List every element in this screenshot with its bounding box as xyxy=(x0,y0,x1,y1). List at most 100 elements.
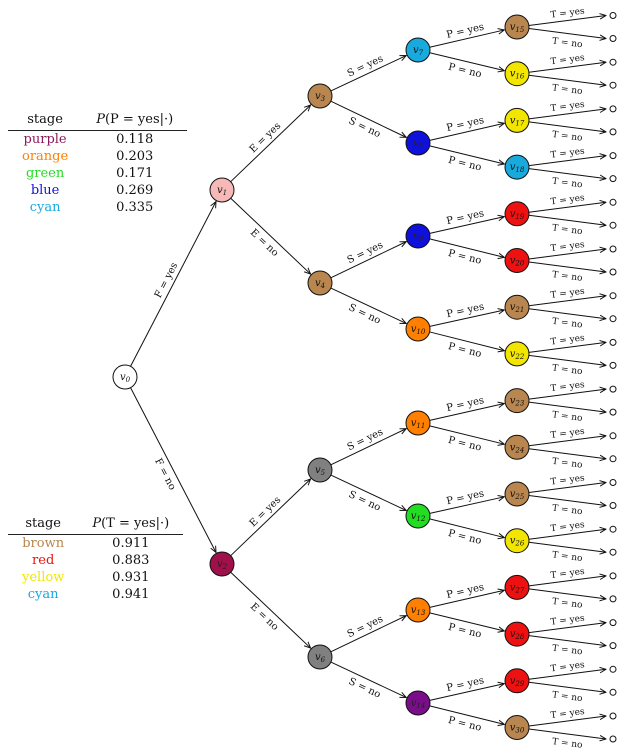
leaf-node xyxy=(609,479,617,486)
leaf-node xyxy=(609,338,617,346)
stage-name: cyan xyxy=(29,200,61,215)
edge-label: P = yes xyxy=(446,582,486,601)
edge-label: P = yes xyxy=(445,22,485,41)
leaf-node xyxy=(609,712,617,720)
edge-v9-v20 xyxy=(429,238,505,257)
node-label: v28 xyxy=(510,629,525,641)
node-label: v23 xyxy=(510,396,525,408)
edge-label: T = yes xyxy=(550,380,586,394)
edge-label: T = yes xyxy=(550,660,586,674)
node-v2: v2 xyxy=(209,551,235,577)
leaf-edge-v20-yes xyxy=(528,249,606,260)
node-circle xyxy=(504,621,530,647)
node-label: v5 xyxy=(315,465,326,477)
stage-name: cyan xyxy=(27,587,59,602)
node-circle xyxy=(405,690,431,716)
node-circle xyxy=(209,551,235,577)
edge-v7-v15 xyxy=(429,30,505,48)
node-label: v30 xyxy=(510,723,525,735)
edge-v1-v3 xyxy=(230,105,311,183)
leaf-edge-v18-no xyxy=(528,168,606,179)
node-label: v1 xyxy=(217,185,227,197)
edge-label: P = yes xyxy=(446,675,486,694)
node-v1: v1 xyxy=(209,177,235,203)
node-label: v11 xyxy=(411,418,426,430)
edge-v0-v1 xyxy=(130,202,216,367)
legend_t-row: brown 0.911 xyxy=(8,535,183,553)
edge-label: P = yes xyxy=(446,115,486,134)
node-circle xyxy=(405,597,431,623)
edge-v2-v6 xyxy=(230,571,311,648)
node-circle xyxy=(504,248,530,273)
node-v26: v26 xyxy=(504,528,530,554)
leaf-edge-v25-yes xyxy=(528,483,606,493)
node-v4: v4 xyxy=(307,270,333,296)
edge-label: T = yes xyxy=(550,333,586,347)
legend_t-row: yellow 0.931 xyxy=(8,569,183,586)
node-circle xyxy=(307,644,333,670)
stage-probability: 0.203 xyxy=(116,149,154,164)
edge-label: T = yes xyxy=(550,707,586,721)
edge-v10-v22 xyxy=(429,331,505,351)
node-label: v13 xyxy=(411,605,426,617)
leaf-edge-v16-yes xyxy=(528,62,606,73)
node-label: v22 xyxy=(510,349,525,361)
leaf-node xyxy=(609,619,617,627)
node-v19: v19 xyxy=(504,201,530,227)
edge-label: T = no xyxy=(551,223,582,237)
leaf-node xyxy=(609,315,617,323)
node-circle xyxy=(504,574,530,600)
edge-label: F = yes xyxy=(153,261,180,300)
legend-t-table: stage P(T = yes|·) brown 0.911 red 0.883 yel… xyxy=(8,514,184,603)
node-v22: v22 xyxy=(504,341,530,367)
node-circle xyxy=(209,177,235,203)
leaf-edge-v19-no xyxy=(528,214,606,225)
leaf-edge-v17-no xyxy=(528,121,606,132)
edge-v14-v30 xyxy=(429,705,505,724)
edge-label: T = yes xyxy=(550,613,586,627)
node-v27: v27 xyxy=(504,574,530,600)
node-label: v21 xyxy=(510,302,525,314)
edge-label: T = no xyxy=(551,177,582,191)
node-v9: v9 xyxy=(405,223,431,249)
edge-label: T = no xyxy=(551,270,582,284)
node-circle xyxy=(504,14,530,40)
node-v8: v8 xyxy=(405,130,431,156)
edge-label: T = no xyxy=(551,504,582,518)
edge-v12-v26 xyxy=(429,518,505,538)
edge-label: S = no xyxy=(347,676,383,700)
leaf-edge-v20-no xyxy=(528,261,606,272)
stage-probability: 0.171 xyxy=(116,166,154,181)
edge-label: E = no xyxy=(248,601,281,633)
stage-name: brown xyxy=(22,536,65,551)
edge-label: T = yes xyxy=(550,193,586,207)
node-label: v25 xyxy=(510,489,525,501)
leaf-node xyxy=(609,502,617,509)
node-v5: v5 xyxy=(307,457,333,483)
edge-v3-v8 xyxy=(330,100,406,137)
leaf-edge-v16-no xyxy=(528,74,606,85)
edge-label: S = no xyxy=(347,302,383,326)
legend_t-row: red 0.883 xyxy=(8,552,183,569)
node-circle xyxy=(405,130,431,156)
edge-v4-v10 xyxy=(330,287,406,323)
edge-v7-v16 xyxy=(429,52,505,71)
edge-label: T = no xyxy=(551,363,582,377)
edge-label: T = yes xyxy=(550,53,586,67)
node-circle xyxy=(504,528,530,554)
node-label: v6 xyxy=(315,652,326,664)
stage-probability: 0.118 xyxy=(116,132,154,147)
edge-label: P = yes xyxy=(446,395,486,414)
edge-label: T = no xyxy=(551,690,582,704)
node-circle xyxy=(504,294,530,320)
node-label: v17 xyxy=(510,115,525,127)
leaf-edge-v28-no xyxy=(528,635,606,646)
leaf-node xyxy=(609,198,617,206)
edge-label: P = yes xyxy=(446,301,486,320)
edge-label: F = no xyxy=(152,457,177,492)
leaf-node xyxy=(609,408,617,416)
edge-label: S = yes xyxy=(346,53,385,79)
leaf-node xyxy=(609,595,617,603)
edge-label: T = no xyxy=(551,410,582,424)
node-v0: v0 xyxy=(112,364,138,390)
